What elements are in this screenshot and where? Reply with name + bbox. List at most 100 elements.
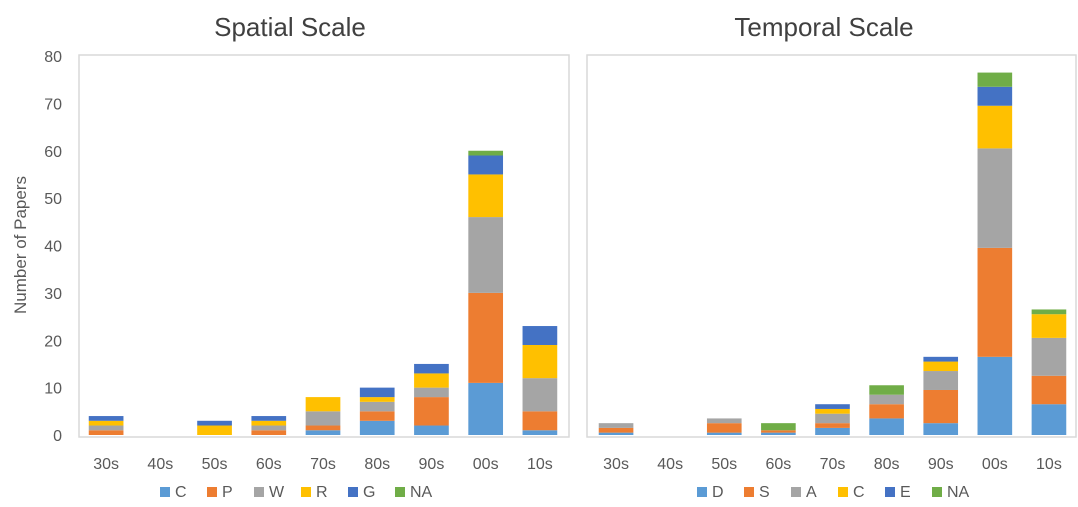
bar-segment-p-10s [522,411,558,431]
legend: C P W R G NA [160,484,433,501]
legend-swatch [697,487,707,497]
bar-segment-d-30s [598,432,634,435]
bar-segment-w-80s [359,401,395,412]
chart-title: Temporal Scale [734,12,913,42]
bar-segment-s-90s [923,389,959,424]
bar-segment-e-90s [923,356,959,362]
bar-segment-g-60s [251,416,287,421]
bar-segment-a-90s [923,371,959,390]
bar-segment-r-60s [251,420,287,426]
legend-swatch [932,487,942,497]
bar-segment-e-70s [815,404,850,409]
bar-segment-c-00s [977,105,1013,149]
legend-label: A [806,484,817,501]
x-tick-label: 00s [982,456,1008,473]
bar-segment-d-50s [706,432,742,435]
bar-segment-a-50s [706,418,742,424]
bar-segment-p-00s [468,292,504,383]
bar-segment-na-00s [977,72,1013,87]
legend-label: C [853,484,865,501]
x-tick-label: 30s [603,456,629,473]
bar-segment-a-70s [815,413,850,424]
legend-label: G [363,484,375,501]
x-tick-label: 60s [256,456,282,473]
legend-swatch [838,487,848,497]
bar-segment-d-80s [869,418,904,435]
bar-segment-e-00s [977,86,1013,106]
bar-segment-g-80s [359,387,395,398]
legend-label: R [316,484,328,501]
bar-segment-d-70s [815,427,850,435]
y-tick-label: 80 [44,49,62,66]
bar-segment-s-30s [598,427,634,433]
bar-segment-g-10s [522,326,558,345]
y-tick-label: 20 [44,333,62,350]
legend-swatch [254,487,264,497]
bar-segment-na-80s [869,385,904,395]
bar-segment-w-90s [414,387,449,398]
bar-segment-r-80s [359,397,395,402]
x-tick-label: 60s [765,456,791,473]
bar-segment-s-60s [761,430,796,433]
x-tick-label: 90s [928,456,954,473]
bar-segment-s-10s [1031,375,1067,405]
chart-panel-spatial: Spatial Scale 0 10 20 30 40 50 60 70 80 30s 40s 50s 6… [44,12,570,501]
legend-label: W [269,484,285,501]
legend-swatch [395,487,405,497]
bar-segment-c-90s [414,425,449,435]
y-tick-label: 40 [44,239,62,256]
x-tick-label: 80s [874,456,900,473]
y-axis-label: Number of Papers [11,176,30,314]
bar-segment-w-10s [522,378,558,412]
bar-segment-g-50s [197,420,232,426]
bar-segment-c-90s [923,361,959,372]
plot-frame [586,54,1077,438]
legend-swatch [207,487,217,497]
x-tick-label: 00s [473,456,499,473]
x-tick-label: 30s [93,456,119,473]
legend-swatch [160,487,170,497]
x-tick-label: 40s [657,456,683,473]
bar-segment-g-30s [88,416,124,421]
legend-label: C [175,484,187,501]
bar-segment-s-00s [977,247,1013,357]
x-tick-label: 80s [364,456,390,473]
x-tick-label: 70s [310,456,336,473]
legend-label: D [712,484,724,501]
bar-segment-w-30s [88,425,124,431]
x-tick-label: 10s [527,456,553,473]
bar-segment-p-90s [414,397,449,426]
legend-swatch [791,487,801,497]
legend-swatch [744,487,754,497]
bar-segment-r-90s [414,373,449,388]
x-tick-label: 10s [1036,456,1062,473]
bar-segment-r-10s [522,344,558,379]
bar-segment-c-10s [1031,314,1067,338]
bar-segment-w-70s [305,411,341,426]
bar-segment-r-70s [305,397,341,412]
bar-segment-c-80s [359,420,395,435]
bar-segment-c-00s [468,382,504,435]
x-tick-label: 50s [711,456,737,473]
bar-segment-r-30s [88,420,124,426]
x-tick-label: 70s [820,456,846,473]
bar-segment-w-60s [251,425,287,431]
bar-segment-a-10s [1031,337,1067,376]
legend-label: NA [947,484,970,501]
bar-segment-s-80s [869,404,904,419]
bar-segment-g-00s [468,155,504,175]
bar-segment-d-10s [1031,404,1067,435]
bar-segment-a-80s [869,394,904,405]
bar-segment-r-00s [468,174,504,218]
bar-segment-d-90s [923,423,959,435]
y-tick-label: 10 [44,381,62,398]
bar-segment-r-50s [197,425,232,435]
chart-title: Spatial Scale [214,12,366,42]
x-tick-label: 40s [147,456,173,473]
bar-segment-a-30s [598,423,634,428]
y-tick-label: 30 [44,286,62,303]
legend: D S A C E NA [697,484,970,501]
bar-segment-a-00s [977,148,1013,248]
